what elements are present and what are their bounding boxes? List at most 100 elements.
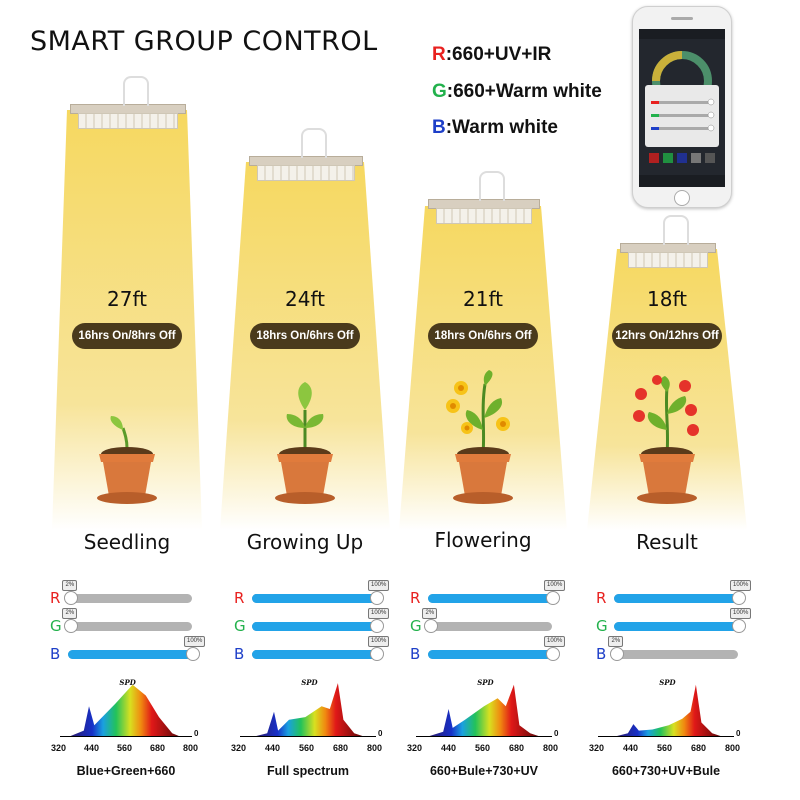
spd-title: SPD bbox=[301, 678, 318, 687]
tomato-plant-icon bbox=[633, 375, 699, 504]
schedule-badge: 12hrs On/12hrs Off bbox=[612, 323, 722, 349]
channel-slider-g[interactable]: 2% bbox=[62, 608, 192, 633]
spd-graph bbox=[240, 676, 376, 736]
channel-slider-b[interactable]: 2% bbox=[608, 636, 738, 661]
height-label: 24ft bbox=[285, 287, 325, 311]
stage-name: Flowering bbox=[434, 528, 532, 552]
legend-b-letter: B bbox=[432, 117, 446, 138]
stage-name: Growing Up bbox=[246, 530, 364, 554]
spd-zero-label: 0 bbox=[378, 729, 383, 738]
slider-fill bbox=[68, 650, 192, 659]
grow-light-panel bbox=[78, 113, 178, 129]
slider-letter-g: G bbox=[50, 617, 62, 635]
light-beam bbox=[52, 110, 202, 530]
slider-handle[interactable] bbox=[370, 591, 384, 605]
channel-slider-g[interactable]: 2% bbox=[422, 608, 552, 633]
schedule-badge: 18hrs On/6hrs Off bbox=[250, 323, 360, 349]
slider-value-tag: 2% bbox=[62, 580, 78, 591]
slider-fill bbox=[428, 594, 552, 603]
slider-fill bbox=[252, 622, 376, 631]
channel-slider-b[interactable]: 100% bbox=[252, 636, 390, 661]
slider-letter-r: R bbox=[50, 589, 61, 607]
channel-slider-g[interactable]: 100% bbox=[614, 608, 752, 633]
slider-handle[interactable] bbox=[64, 591, 79, 605]
slider-handle[interactable] bbox=[424, 619, 439, 633]
slider-fill bbox=[614, 622, 738, 631]
slider-value-tag: 100% bbox=[368, 636, 390, 647]
spd-spectrum-graph bbox=[70, 684, 179, 736]
slider-value-tag: 100% bbox=[184, 636, 206, 647]
spd-caption: Blue+Green+660 bbox=[76, 764, 176, 778]
lamp-hanger-icon bbox=[123, 76, 149, 106]
channel-slider-b[interactable]: 100% bbox=[428, 636, 566, 661]
spd-zero-label: 0 bbox=[736, 729, 741, 738]
slider-handle[interactable] bbox=[186, 647, 200, 661]
slider-value-tag: 100% bbox=[544, 580, 566, 591]
legend-r-text: :660+UV+IR bbox=[445, 44, 552, 65]
spd-tick-label: 560 bbox=[299, 743, 315, 753]
slider-value-tag: 100% bbox=[368, 608, 390, 619]
slider-handle[interactable] bbox=[546, 591, 560, 605]
spd-tick-label: 800 bbox=[183, 743, 199, 753]
spd-zero-label: 0 bbox=[194, 729, 199, 738]
plant-illustration bbox=[87, 370, 167, 510]
slider-handle[interactable] bbox=[370, 619, 384, 633]
spd-tick-label: 440 bbox=[441, 743, 457, 753]
slider-handle[interactable] bbox=[546, 647, 560, 661]
phone-speaker bbox=[671, 17, 693, 20]
spd-tick-label: 800 bbox=[725, 743, 741, 753]
slider-letter-g: G bbox=[410, 617, 422, 635]
slider-letter-g: G bbox=[596, 617, 608, 635]
slider-value-tag: 100% bbox=[730, 580, 752, 591]
spd-tick-label: 680 bbox=[691, 743, 707, 753]
spd-tick-label: 440 bbox=[265, 743, 281, 753]
young-plant-icon bbox=[275, 382, 335, 504]
legend-b: B:Warm white bbox=[432, 117, 558, 139]
channel-slider-r[interactable]: 100% bbox=[252, 580, 390, 605]
spd-caption: Full spectrum bbox=[267, 764, 349, 778]
slider-letter-r: R bbox=[596, 589, 607, 607]
legend-g-text: :660+Warm white bbox=[446, 81, 602, 102]
channel-slider-r[interactable]: 100% bbox=[428, 580, 566, 605]
slider-handle[interactable] bbox=[732, 591, 746, 605]
phone-screen bbox=[639, 29, 725, 187]
schedule-badge: 16hrs On/8hrs Off bbox=[72, 323, 182, 349]
slider-handle[interactable] bbox=[370, 647, 384, 661]
channel-slider-r[interactable]: 2% bbox=[62, 580, 192, 605]
spd-tick-label: 560 bbox=[475, 743, 491, 753]
channel-slider-b[interactable]: 100% bbox=[68, 636, 206, 661]
phone-home-button bbox=[674, 190, 690, 206]
channel-slider-r[interactable]: 100% bbox=[614, 580, 752, 605]
spd-tick-label: 320 bbox=[407, 743, 423, 753]
spd-spectrum-graph bbox=[256, 683, 363, 736]
spd-zero-label: 0 bbox=[554, 729, 559, 738]
slider-value-tag: 2% bbox=[62, 608, 78, 619]
lamp-hanger-icon bbox=[663, 215, 689, 245]
grow-light-panel bbox=[436, 208, 532, 224]
slider-value-tag: 100% bbox=[544, 636, 566, 647]
slider-letter-r: R bbox=[234, 589, 245, 607]
spd-graph bbox=[598, 676, 734, 736]
channel-slider-g[interactable]: 100% bbox=[252, 608, 390, 633]
slider-value-tag: 2% bbox=[422, 608, 438, 619]
spd-axis-line bbox=[598, 736, 734, 737]
spd-graph bbox=[60, 676, 192, 736]
grow-light-panel bbox=[257, 165, 355, 181]
spd-tick-label: 440 bbox=[623, 743, 639, 753]
stage-name: Result bbox=[636, 530, 698, 554]
spd-tick-label: 320 bbox=[51, 743, 67, 753]
spd-title: SPD bbox=[477, 678, 494, 687]
smartphone-app-icon bbox=[632, 6, 732, 208]
spd-tick-label: 680 bbox=[509, 743, 525, 753]
spd-title: SPD bbox=[119, 678, 136, 687]
spd-caption: 660+730+UV+Bule bbox=[611, 764, 721, 778]
grow-light-panel bbox=[628, 252, 708, 268]
height-label: 18ft bbox=[647, 287, 687, 311]
schedule-badge: 18hrs On/6hrs Off bbox=[428, 323, 538, 349]
slider-handle[interactable] bbox=[610, 647, 625, 661]
slider-value-tag: 100% bbox=[730, 608, 752, 619]
slider-handle[interactable] bbox=[732, 619, 746, 633]
spd-graph bbox=[416, 676, 552, 736]
slider-value-tag: 2% bbox=[608, 636, 624, 647]
slider-handle[interactable] bbox=[64, 619, 79, 633]
